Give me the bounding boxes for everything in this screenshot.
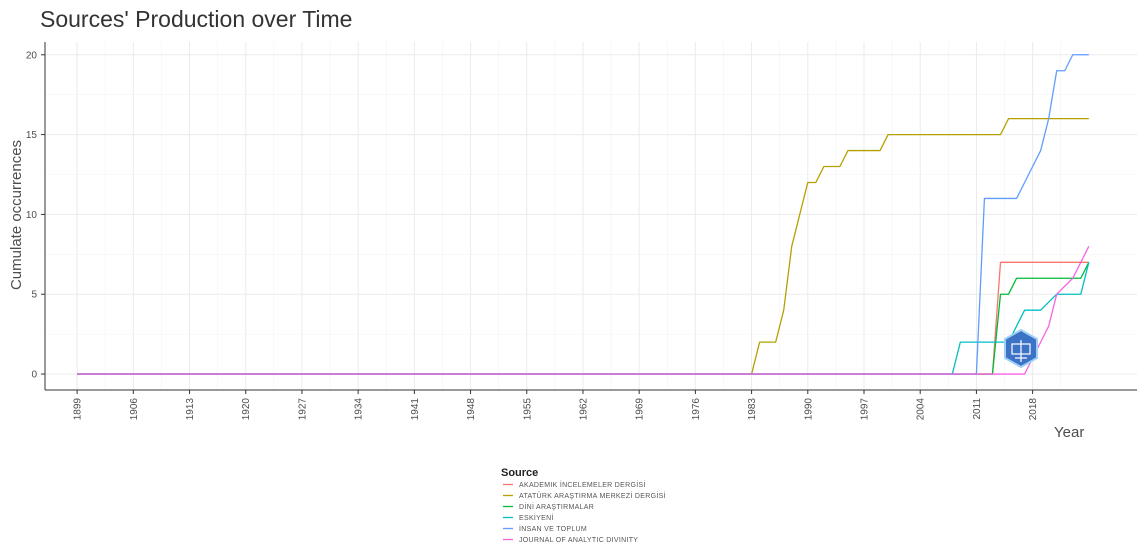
series-line-4 xyxy=(77,262,1090,375)
x-tick-label: 2011 xyxy=(972,398,983,420)
x-tick-label: 1906 xyxy=(129,398,140,421)
x-tick-label: 1955 xyxy=(522,398,533,421)
x-tick-label: 2004 xyxy=(916,398,927,421)
x-tick-label: 1969 xyxy=(635,398,646,421)
x-tick-label: 1948 xyxy=(466,398,477,421)
y-tick-label: 5 xyxy=(31,290,37,301)
legend-label: DİNİ ARAŞTIRMALAR xyxy=(519,502,594,511)
series-line-2 xyxy=(77,117,1089,375)
grid xyxy=(45,42,1137,390)
x-tick-label: 1990 xyxy=(803,398,814,421)
legend-item: AKADEMIK İNCELEMELER DERGİSİ xyxy=(503,480,646,489)
legend-label: ATATÜRK ARAŞTIRMA MERKEZİ DERGİSİ xyxy=(519,491,666,500)
x-tick-label: 1899 xyxy=(73,398,84,421)
axes: 1899 1906 1913 1920 1927 1934 1941 1948 1955 1962… xyxy=(26,42,1137,420)
legend-label: İNSAN VE TOPLUM xyxy=(519,524,587,533)
series-layer xyxy=(77,54,1090,375)
legend-label: ESKİYENİ xyxy=(519,513,554,522)
legend-item: İNSAN VE TOPLUM xyxy=(503,524,587,533)
legend-title: Source xyxy=(501,467,538,479)
x-tick-label: 1983 xyxy=(747,398,758,421)
series-line-6 xyxy=(77,246,1090,375)
x-axis-title: Year xyxy=(1054,424,1084,441)
x-tick-label: 1962 xyxy=(578,398,589,421)
legend-item: DİNİ ARAŞTIRMALAR xyxy=(503,502,594,511)
legend-label: JOURNAL OF ANALYTIC DIVINITY xyxy=(519,537,638,544)
x-tick-label: 1941 xyxy=(410,398,421,421)
watermark-logo-icon xyxy=(1004,328,1038,369)
legend-item: ATATÜRK ARAŞTIRMA MERKEZİ DERGİSİ xyxy=(503,491,666,500)
y-tick-label: 10 xyxy=(26,210,38,221)
x-tick-label: 1927 xyxy=(297,398,308,421)
x-tick-label: 1920 xyxy=(241,398,252,421)
x-tick-label: 1934 xyxy=(354,398,365,421)
y-tick-label: 0 xyxy=(31,370,37,381)
series-line-5 xyxy=(77,54,1089,375)
legend-label: AKADEMIK İNCELEMELER DERGİSİ xyxy=(519,480,646,489)
chart-title: Sources' Production over Time xyxy=(40,6,352,32)
x-tick-label: 1913 xyxy=(185,398,196,421)
legend-item: ESKİYENİ xyxy=(503,513,554,522)
x-tick-label: 2018 xyxy=(1028,398,1039,421)
y-tick-label: 15 xyxy=(26,130,38,141)
x-tick-label: 1997 xyxy=(860,398,871,421)
y-tick-label: 20 xyxy=(26,50,38,61)
y-axis-title: Cumulate occurrences xyxy=(8,140,25,290)
x-tick-label: 1976 xyxy=(691,398,702,421)
legend: AKADEMIK İNCELEMELER DERGİSİ ATATÜRK ARAŞ… xyxy=(503,480,666,544)
legend-item: JOURNAL OF ANALYTIC DIVINITY xyxy=(503,537,638,544)
